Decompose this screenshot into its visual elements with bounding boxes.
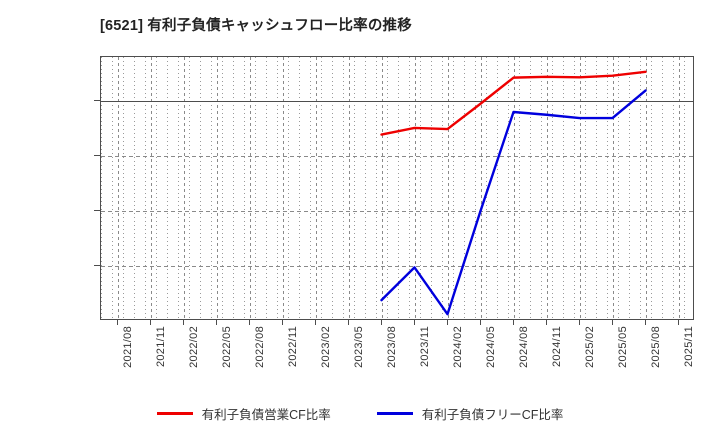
x-axis-tick-mark	[315, 320, 316, 325]
x-axis-tick-mark	[183, 320, 184, 325]
x-axis-tick-label: 2021/11	[154, 326, 167, 368]
x-axis-tick-mark	[447, 320, 448, 325]
x-axis-tick-mark	[645, 320, 646, 325]
x-axis-tick-mark	[282, 320, 283, 325]
x-axis-tick-mark	[117, 320, 118, 325]
legend-line-icon	[376, 412, 413, 415]
x-axis-tick-label: 2023/05	[352, 326, 365, 368]
y-axis-tick-mark	[94, 155, 100, 156]
legend: 有利子負債営業CF比率 有利子負債フリーCF比率	[0, 404, 720, 423]
legend-line-icon	[156, 412, 193, 415]
x-axis-tick-label: 2024/05	[484, 326, 497, 368]
x-axis-tick-label: 2025/08	[649, 326, 662, 368]
x-axis-tick-mark	[348, 320, 349, 325]
legend-item[interactable]: 有利子負債営業CF比率	[156, 404, 331, 423]
x-axis-tick-label: 2024/02	[451, 326, 464, 368]
legend-label: 有利子負債営業CF比率	[201, 408, 331, 422]
x-axis-tick-mark	[216, 320, 217, 325]
plot-svg	[101, 57, 693, 319]
x-axis-tick-label: 2023/02	[319, 326, 332, 368]
x-axis-tick-mark	[612, 320, 613, 325]
x-axis-tick-label: 2023/11	[418, 326, 431, 368]
x-axis-tick-label: 2025/02	[583, 326, 596, 368]
x-axis-tick-mark	[513, 320, 514, 325]
x-axis-tick-label: 2022/11	[286, 326, 299, 368]
x-axis-tick-label: 2025/05	[616, 326, 629, 368]
x-axis-tick-mark	[381, 320, 382, 325]
page-title: [6521] 有利子負債キャッシュフロー比率の推移	[100, 18, 412, 34]
x-axis-tick-label: 2023/08	[385, 326, 398, 368]
x-axis-tick-label: 2024/11	[550, 326, 563, 368]
x-axis-tick-label: 2025/11	[682, 326, 695, 368]
x-axis-tick-label: 2022/02	[187, 326, 200, 368]
legend-label: 有利子負債フリーCF比率	[421, 408, 564, 422]
x-axis-tick-mark	[249, 320, 250, 325]
y-axis-tick-mark	[94, 210, 100, 211]
x-axis-tick-mark	[678, 320, 679, 325]
x-axis-tick-mark	[150, 320, 151, 325]
x-axis-tick-mark	[480, 320, 481, 325]
x-axis-tick-mark	[546, 320, 547, 325]
y-axis-tick-mark	[94, 265, 100, 266]
x-axis-tick-label: 2022/08	[253, 326, 266, 368]
plot-area	[100, 56, 694, 320]
legend-item[interactable]: 有利子負債フリーCF比率	[376, 404, 564, 423]
x-axis-tick-mark	[579, 320, 580, 325]
y-axis-tick-mark	[94, 100, 100, 101]
x-axis-tick-mark	[414, 320, 415, 325]
x-axis-tick-label: 2024/08	[517, 326, 530, 368]
x-axis-tick-label: 2022/05	[220, 326, 233, 368]
x-axis-tick-label: 2021/08	[121, 326, 134, 368]
